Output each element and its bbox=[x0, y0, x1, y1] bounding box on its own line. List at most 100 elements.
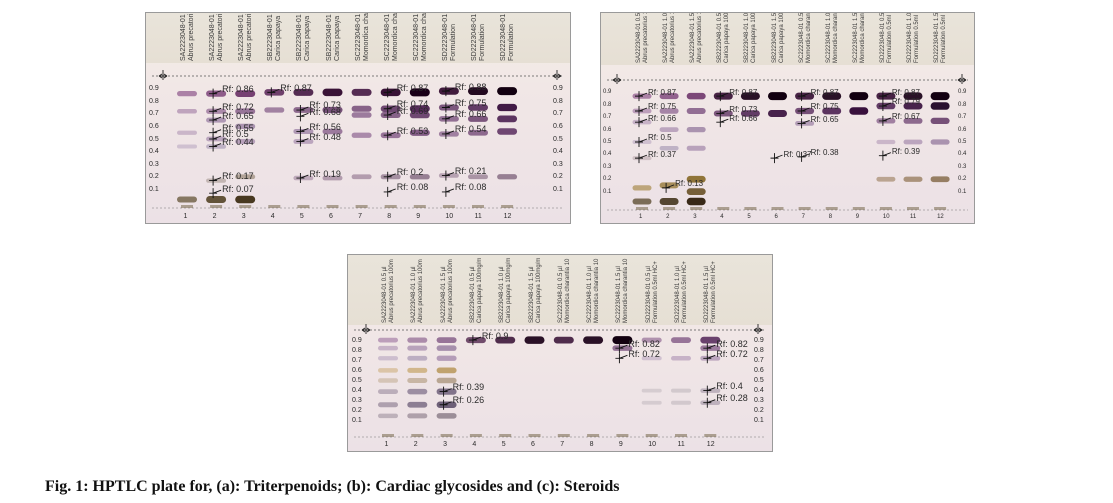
tlc-band bbox=[641, 388, 662, 393]
tlc-band bbox=[468, 129, 488, 136]
origin-spot bbox=[616, 434, 629, 437]
rf-label: Rf: 0.2 bbox=[396, 167, 424, 178]
rf-label: Rf: 0.88 bbox=[454, 81, 487, 92]
tlc-band bbox=[641, 356, 662, 361]
lane-sample-code: SC2223048-01 0.5 µl bbox=[557, 266, 564, 323]
rf-marker bbox=[209, 88, 222, 99]
rf-label: Rf: 0.5 bbox=[222, 129, 249, 140]
tlc-band bbox=[768, 92, 787, 101]
lane-number: 11 bbox=[677, 441, 685, 448]
tlc-band bbox=[903, 92, 923, 100]
tlc-band bbox=[740, 110, 760, 117]
lane-sample-label: SC2223048-01 Momordica chara bbox=[384, 13, 400, 61]
lane-number: 2 bbox=[413, 441, 418, 448]
rf-label: Rf: 0.66 bbox=[454, 109, 487, 120]
scale-tick-label: 0.2 bbox=[603, 176, 612, 183]
rf-label: Rf: 0.79 bbox=[891, 97, 920, 107]
origin-spot bbox=[934, 207, 947, 210]
tlc-band bbox=[903, 139, 923, 145]
origin-spot bbox=[528, 434, 541, 437]
lane-sample-label: SC2223048-01 1.5 µl Momordica charantia 1… bbox=[853, 13, 867, 63]
tlc-band bbox=[849, 107, 869, 115]
lane-sample-label: SA2223048-01 1.0 µl Abrus precatorius 100… bbox=[411, 259, 425, 323]
lane-sample-label: SD2223048-01 0.5 µl Formulation 0.5ml HC+ bbox=[880, 13, 894, 63]
plate-header bbox=[146, 13, 570, 63]
lane-sample-name: Carica papaya 100mg/ml bbox=[724, 12, 731, 63]
origin-spot bbox=[717, 207, 730, 210]
rf-label: Rf: 0.54 bbox=[454, 124, 487, 135]
lane-number: 10 bbox=[445, 213, 454, 220]
lane-sample-name: Carica papaya 100mg/m bbox=[506, 257, 513, 323]
tlc-band bbox=[930, 139, 950, 145]
lane-sample-label: SA2223048-01 0.5 µl Abrus precatorius 100… bbox=[382, 259, 396, 323]
plate-header bbox=[348, 255, 772, 325]
lane-sample-label: SC2223048-01 Momordica chara bbox=[412, 13, 429, 61]
lane-sample-code: SD2223048-01 0.5 µl bbox=[645, 266, 652, 323]
tlc-band bbox=[876, 139, 896, 145]
scale-tick-label: 0.2 bbox=[553, 173, 563, 181]
lane-number: 2 bbox=[666, 214, 670, 220]
lane-number: 3 bbox=[443, 441, 447, 448]
rf-label: Rf: 0.72 bbox=[716, 348, 748, 359]
rf-label: Rf: 0.28 bbox=[716, 393, 748, 404]
lane-sample-label: SB2223048-01 Carica papaya bbox=[326, 14, 342, 61]
tlc-band bbox=[235, 123, 256, 130]
scale-tick-label: 0.1 bbox=[553, 185, 563, 193]
tlc-band bbox=[322, 88, 343, 97]
scale-tick-label: 0.3 bbox=[754, 397, 764, 405]
rf-marker bbox=[878, 91, 892, 102]
tlc-band bbox=[497, 128, 518, 135]
lane-sample-code: SB2223048-01 1.5 µl bbox=[528, 266, 535, 324]
lane-sample-code: SD2223048-01 1.0 µl bbox=[907, 12, 913, 63]
scale-tick-label: 0.7 bbox=[553, 110, 563, 118]
lane-sample-name: Abrus precatorius bbox=[188, 12, 195, 61]
rf-marker bbox=[635, 153, 648, 164]
tlc-band bbox=[351, 105, 372, 112]
scale-tick-label: 0.9 bbox=[352, 336, 362, 344]
tlc-band bbox=[322, 128, 343, 135]
origin-spot bbox=[744, 207, 757, 210]
rf-marker bbox=[383, 110, 396, 121]
rf-marker bbox=[703, 397, 716, 408]
scale-tick-label: 0.6 bbox=[603, 126, 612, 133]
scale-tick-label: 0.2 bbox=[958, 176, 967, 183]
tlc-band bbox=[177, 91, 197, 97]
lane-sample-name: Formulation bbox=[479, 24, 486, 61]
tlc-band bbox=[378, 402, 398, 408]
lane-sample-code: SD2223048-01 bbox=[500, 13, 508, 61]
rf-label: Rf: 0.74 bbox=[396, 99, 429, 110]
lane-sample-name: Momordica chara bbox=[362, 12, 370, 61]
rf-marker bbox=[716, 108, 729, 119]
rf-label: Rf: 0.5 bbox=[648, 133, 672, 143]
rf-marker bbox=[267, 87, 280, 98]
rf-label: Rf: 0.48 bbox=[309, 131, 341, 142]
lane-sample-name: Carica papaya 100mg/m bbox=[535, 257, 542, 323]
front-marker-icon bbox=[361, 324, 371, 334]
origin-spot bbox=[852, 207, 865, 210]
lane-sample-label: SA2223048-01 Abrus precatorius bbox=[180, 12, 196, 61]
lane-sample-label: SD2223048-01 Formulation bbox=[500, 14, 516, 61]
rf-marker bbox=[209, 106, 222, 117]
scale-tick-label: 0.6 bbox=[958, 126, 967, 133]
tlc-band bbox=[612, 336, 633, 345]
tlc-band bbox=[436, 367, 457, 374]
rf-marker bbox=[441, 170, 455, 181]
lane-sample-code: SC2223048-01 bbox=[412, 13, 420, 61]
tlc-band bbox=[436, 355, 457, 361]
rf-label: Rf: 0.75 bbox=[648, 102, 677, 112]
rf-label: Rf: 0.65 bbox=[222, 110, 254, 121]
figure-caption: Fig. 1: HPTLC plate for, (a): Triterpeno… bbox=[45, 478, 620, 495]
tlc-band bbox=[876, 176, 896, 182]
rf-label: Rf: 0.68 bbox=[309, 106, 341, 117]
scale-tick-label: 0.8 bbox=[352, 346, 362, 354]
lane-number: 12 bbox=[937, 214, 944, 220]
scale-tick-label: 0.9 bbox=[149, 85, 159, 93]
lane-sample-label: SC2223048-01 Momordica chara bbox=[355, 12, 371, 61]
tlc-band bbox=[524, 336, 545, 344]
tlc-band bbox=[659, 127, 679, 132]
tlc-band bbox=[177, 196, 197, 203]
tlc-band bbox=[177, 130, 197, 135]
lane-number: 5 bbox=[747, 214, 751, 220]
rf-marker bbox=[716, 91, 729, 102]
lane-sample-name: Carica papaya 100mg/m bbox=[476, 257, 483, 323]
